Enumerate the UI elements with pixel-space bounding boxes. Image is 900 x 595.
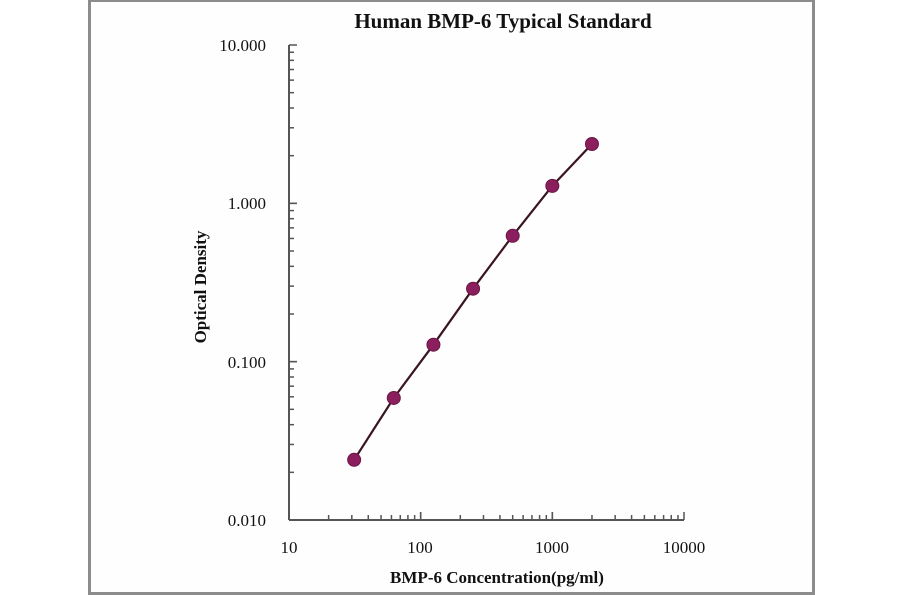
x-axis-title: BMP-6 Concentration(pg/ml)	[390, 568, 604, 587]
y-tick-label: 1.000	[228, 194, 266, 213]
data-point-marker	[584, 136, 599, 151]
y-tick-label: 0.100	[228, 353, 266, 372]
axes	[288, 44, 685, 521]
data-point-marker	[347, 452, 362, 467]
x-tick-label: 10000	[663, 538, 706, 557]
y-tick-label: 10.000	[219, 36, 266, 55]
data-point-marker	[545, 178, 560, 193]
data-point-marker	[505, 228, 520, 243]
data-point-marker	[426, 337, 441, 352]
chart-title: Human BMP-6 Typical Standard	[354, 9, 652, 33]
data-point-marker	[386, 390, 401, 405]
x-tick-label: 100	[407, 538, 433, 557]
y-axis-ticks	[289, 44, 297, 521]
x-tick-label: 10	[281, 538, 298, 557]
chart-frame	[88, 0, 815, 595]
y-axis-title: Optical Density	[191, 230, 210, 343]
x-tick-label: 1000	[535, 538, 569, 557]
y-tick-label: 0.010	[228, 511, 266, 530]
data-point-marker	[466, 281, 481, 296]
plot-area	[347, 136, 599, 467]
x-axis-ticks	[288, 512, 685, 520]
